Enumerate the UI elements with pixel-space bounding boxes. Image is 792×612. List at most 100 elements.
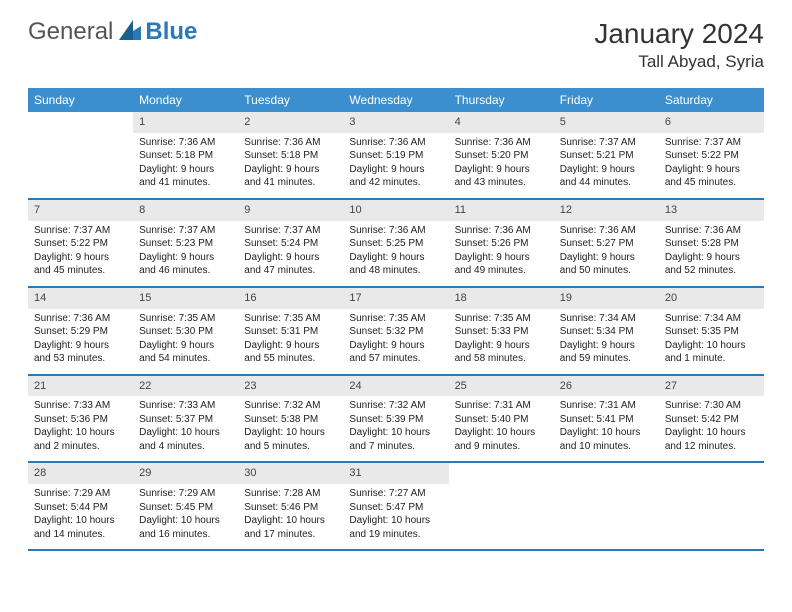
sunrise-text: Sunrise: 7:35 AM xyxy=(455,312,548,326)
daylight-text: and 7 minutes. xyxy=(349,440,442,454)
sunset-text: Sunset: 5:39 PM xyxy=(349,413,442,427)
calendar-week-row: 28Sunrise: 7:29 AMSunset: 5:44 PMDayligh… xyxy=(28,462,764,550)
sunrise-text: Sunrise: 7:37 AM xyxy=(560,136,653,150)
day-body: Sunrise: 7:37 AMSunset: 5:22 PMDaylight:… xyxy=(28,221,133,286)
sunrise-text: Sunrise: 7:27 AM xyxy=(349,487,442,501)
daylight-text: and 19 minutes. xyxy=(349,528,442,542)
calendar-day-cell: 5Sunrise: 7:37 AMSunset: 5:21 PMDaylight… xyxy=(554,112,659,199)
daylight-text: Daylight: 10 hours xyxy=(244,426,337,440)
daylight-text: and 49 minutes. xyxy=(455,264,548,278)
sunrise-text: Sunrise: 7:37 AM xyxy=(665,136,758,150)
calendar-day-cell xyxy=(449,462,554,550)
day-body: Sunrise: 7:36 AMSunset: 5:18 PMDaylight:… xyxy=(133,133,238,198)
daylight-text: Daylight: 9 hours xyxy=(244,251,337,265)
calendar-day-cell: 11Sunrise: 7:36 AMSunset: 5:26 PMDayligh… xyxy=(449,199,554,287)
daylight-text: and 59 minutes. xyxy=(560,352,653,366)
day-number: 4 xyxy=(449,112,554,133)
sunset-text: Sunset: 5:21 PM xyxy=(560,149,653,163)
day-body: Sunrise: 7:37 AMSunset: 5:24 PMDaylight:… xyxy=(238,221,343,286)
daylight-text: Daylight: 10 hours xyxy=(139,426,232,440)
daylight-text: Daylight: 10 hours xyxy=(244,514,337,528)
day-number: 11 xyxy=(449,200,554,221)
daylight-text: Daylight: 10 hours xyxy=(455,426,548,440)
day-number: 20 xyxy=(659,288,764,309)
sunset-text: Sunset: 5:37 PM xyxy=(139,413,232,427)
day-number: 8 xyxy=(133,200,238,221)
calendar-day-cell: 14Sunrise: 7:36 AMSunset: 5:29 PMDayligh… xyxy=(28,287,133,375)
day-body: Sunrise: 7:35 AMSunset: 5:30 PMDaylight:… xyxy=(133,309,238,374)
day-number: 5 xyxy=(554,112,659,133)
daylight-text: and 2 minutes. xyxy=(34,440,127,454)
day-body: Sunrise: 7:37 AMSunset: 5:21 PMDaylight:… xyxy=(554,133,659,198)
day-body: Sunrise: 7:33 AMSunset: 5:37 PMDaylight:… xyxy=(133,396,238,461)
daylight-text: Daylight: 9 hours xyxy=(34,339,127,353)
daylight-text: Daylight: 9 hours xyxy=(455,251,548,265)
sunrise-text: Sunrise: 7:35 AM xyxy=(349,312,442,326)
calendar-day-cell: 3Sunrise: 7:36 AMSunset: 5:19 PMDaylight… xyxy=(343,112,448,199)
day-number: 24 xyxy=(343,376,448,397)
day-number: 13 xyxy=(659,200,764,221)
daylight-text: Daylight: 10 hours xyxy=(139,514,232,528)
daylight-text: and 44 minutes. xyxy=(560,176,653,190)
sunset-text: Sunset: 5:20 PM xyxy=(455,149,548,163)
calendar-day-cell: 7Sunrise: 7:37 AMSunset: 5:22 PMDaylight… xyxy=(28,199,133,287)
day-number: 19 xyxy=(554,288,659,309)
day-body: Sunrise: 7:31 AMSunset: 5:40 PMDaylight:… xyxy=(449,396,554,461)
daylight-text: Daylight: 9 hours xyxy=(349,163,442,177)
calendar-day-cell: 17Sunrise: 7:35 AMSunset: 5:32 PMDayligh… xyxy=(343,287,448,375)
day-number: 26 xyxy=(554,376,659,397)
day-body: Sunrise: 7:36 AMSunset: 5:18 PMDaylight:… xyxy=(238,133,343,198)
calendar-day-cell: 24Sunrise: 7:32 AMSunset: 5:39 PMDayligh… xyxy=(343,375,448,463)
logo-mark-icon xyxy=(119,20,141,45)
daylight-text: and 41 minutes. xyxy=(244,176,337,190)
day-body: Sunrise: 7:37 AMSunset: 5:22 PMDaylight:… xyxy=(659,133,764,198)
day-body: Sunrise: 7:36 AMSunset: 5:19 PMDaylight:… xyxy=(343,133,448,198)
weekday-header: Saturday xyxy=(659,88,764,112)
weekday-header: Sunday xyxy=(28,88,133,112)
sunset-text: Sunset: 5:22 PM xyxy=(665,149,758,163)
day-number: 2 xyxy=(238,112,343,133)
day-body: Sunrise: 7:36 AMSunset: 5:25 PMDaylight:… xyxy=(343,221,448,286)
sunrise-text: Sunrise: 7:34 AM xyxy=(665,312,758,326)
day-body: Sunrise: 7:35 AMSunset: 5:31 PMDaylight:… xyxy=(238,309,343,374)
sunrise-text: Sunrise: 7:35 AM xyxy=(139,312,232,326)
daylight-text: and 54 minutes. xyxy=(139,352,232,366)
title-block: January 2024 Tall Abyad, Syria xyxy=(594,18,764,72)
daylight-text: and 48 minutes. xyxy=(349,264,442,278)
sunset-text: Sunset: 5:47 PM xyxy=(349,501,442,515)
day-number: 28 xyxy=(28,463,133,484)
daylight-text: and 55 minutes. xyxy=(244,352,337,366)
day-number: 3 xyxy=(343,112,448,133)
sunset-text: Sunset: 5:35 PM xyxy=(665,325,758,339)
sunset-text: Sunset: 5:27 PM xyxy=(560,237,653,251)
day-body: Sunrise: 7:28 AMSunset: 5:46 PMDaylight:… xyxy=(238,484,343,549)
day-body: Sunrise: 7:34 AMSunset: 5:35 PMDaylight:… xyxy=(659,309,764,374)
sunrise-text: Sunrise: 7:36 AM xyxy=(665,224,758,238)
day-body: Sunrise: 7:36 AMSunset: 5:26 PMDaylight:… xyxy=(449,221,554,286)
logo-text-blue: Blue xyxy=(145,18,197,46)
sunset-text: Sunset: 5:38 PM xyxy=(244,413,337,427)
calendar-day-cell: 4Sunrise: 7:36 AMSunset: 5:20 PMDaylight… xyxy=(449,112,554,199)
daylight-text: Daylight: 9 hours xyxy=(139,163,232,177)
sunrise-text: Sunrise: 7:33 AM xyxy=(139,399,232,413)
daylight-text: Daylight: 9 hours xyxy=(665,251,758,265)
sunrise-text: Sunrise: 7:32 AM xyxy=(349,399,442,413)
calendar-day-cell: 19Sunrise: 7:34 AMSunset: 5:34 PMDayligh… xyxy=(554,287,659,375)
day-body: Sunrise: 7:36 AMSunset: 5:28 PMDaylight:… xyxy=(659,221,764,286)
daylight-text: and 50 minutes. xyxy=(560,264,653,278)
day-body: Sunrise: 7:33 AMSunset: 5:36 PMDaylight:… xyxy=(28,396,133,461)
sunset-text: Sunset: 5:42 PM xyxy=(665,413,758,427)
weekday-header: Monday xyxy=(133,88,238,112)
sunrise-text: Sunrise: 7:36 AM xyxy=(455,224,548,238)
calendar-day-cell xyxy=(659,462,764,550)
sunset-text: Sunset: 5:30 PM xyxy=(139,325,232,339)
calendar-day-cell: 23Sunrise: 7:32 AMSunset: 5:38 PMDayligh… xyxy=(238,375,343,463)
daylight-text: and 53 minutes. xyxy=(34,352,127,366)
logo-text-general: General xyxy=(28,18,113,46)
calendar-day-cell: 30Sunrise: 7:28 AMSunset: 5:46 PMDayligh… xyxy=(238,462,343,550)
daylight-text: Daylight: 9 hours xyxy=(349,251,442,265)
day-number: 15 xyxy=(133,288,238,309)
day-number: 17 xyxy=(343,288,448,309)
sunset-text: Sunset: 5:40 PM xyxy=(455,413,548,427)
daylight-text: and 52 minutes. xyxy=(665,264,758,278)
